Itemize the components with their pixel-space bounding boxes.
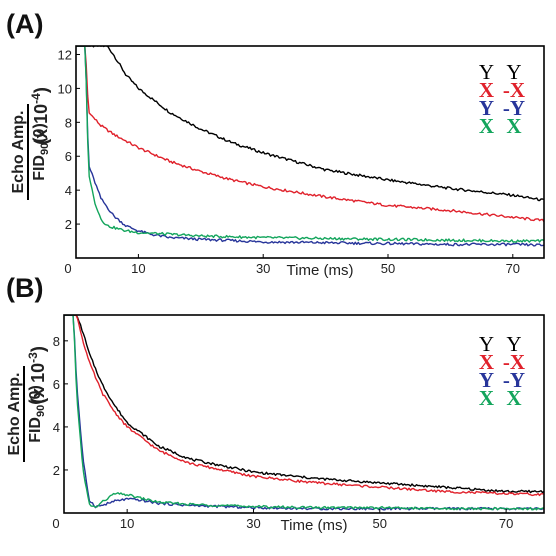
scale-label: (x 10-3) (26, 346, 48, 404)
series-line (76, 46, 544, 247)
x-tick-label: 10 (131, 261, 145, 276)
panel-label: (B) (6, 273, 43, 303)
legend-entry: -X (503, 350, 525, 374)
panel-b: (B) 10 30 50 70 0 2 4 6 8 Time (ms) Echo Amp. FID90(… (6, 273, 545, 534)
x-tick-label: 50 (381, 261, 395, 276)
legend-entry: -Y (503, 96, 525, 120)
y-label-numerator: Echo Amp. (10, 111, 27, 194)
series-line (64, 315, 544, 511)
y-tick-label: 2 (65, 217, 72, 232)
legend-entry: Y (479, 332, 494, 356)
series-line (76, 46, 544, 243)
x-tick-label: 10 (120, 516, 134, 531)
panel-label: (A) (6, 9, 43, 39)
x-tick-label: 70 (506, 261, 520, 276)
x-tick-label: 50 (373, 516, 387, 531)
legend-entry: Y (506, 60, 521, 84)
x-axis-label: Time (ms) (281, 517, 348, 534)
legend-entry: X (479, 114, 494, 138)
scale-text: (x 10-3) (26, 346, 48, 404)
y-axis-label: Echo Amp. FID90(0) (6, 366, 47, 462)
x-tick-label: 0 (52, 516, 59, 531)
legend-entry: X (479, 78, 494, 102)
legend-entry: X (479, 386, 494, 410)
y-tick-label: 10 (58, 81, 72, 96)
y-tick-label: 12 (58, 47, 72, 62)
x-tick-label: 0 (64, 261, 71, 276)
y-label-denominator: FID90(0) (27, 385, 47, 443)
y-axis-label: Echo Amp. FID90(0) (10, 104, 51, 200)
legend-entry: Y (479, 96, 494, 120)
y-tick-label: 8 (65, 115, 72, 130)
plot-frame (63, 314, 545, 514)
y-tick-label: 6 (65, 149, 72, 164)
x-tick-label: 30 (256, 261, 270, 276)
x-tick-label: 30 (246, 516, 260, 531)
series-line (64, 315, 544, 494)
y-tick-label: 4 (53, 420, 60, 435)
legend-entry: Y (506, 332, 521, 356)
scale-label: (x 10-4) (29, 87, 51, 145)
y-tick-label: 8 (53, 334, 60, 349)
panel-a: (A) 10 30 50 70 0 2 4 6 8 10 12 Time (ms) Echo Amp. FI… (6, 9, 545, 279)
legend-entry: X (479, 350, 494, 374)
legend-entry: Y (479, 368, 494, 392)
legend-entry: -X (503, 78, 525, 102)
plot-frame (75, 45, 545, 259)
y-tick-label: 4 (65, 183, 72, 198)
legend-entry: Y (479, 60, 494, 84)
legend-entry: X (506, 114, 521, 138)
x-axis-label: Time (ms) (287, 262, 354, 279)
y-tick-label: 2 (53, 463, 60, 478)
y-tick-label: 6 (53, 377, 60, 392)
scale-text: (x 10-4) (29, 87, 51, 145)
series-line (64, 315, 544, 497)
legend-entry: X (506, 386, 521, 410)
series-group (64, 315, 544, 511)
series-line (64, 315, 544, 511)
x-tick-label: 70 (499, 516, 513, 531)
y-label-numerator: Echo Amp. (6, 373, 23, 456)
series-line (76, 46, 544, 202)
series-group (76, 46, 544, 247)
series-line (76, 46, 544, 223)
legend-entry: -Y (503, 368, 525, 392)
y-label-denominator: FID90(0) (31, 123, 51, 181)
